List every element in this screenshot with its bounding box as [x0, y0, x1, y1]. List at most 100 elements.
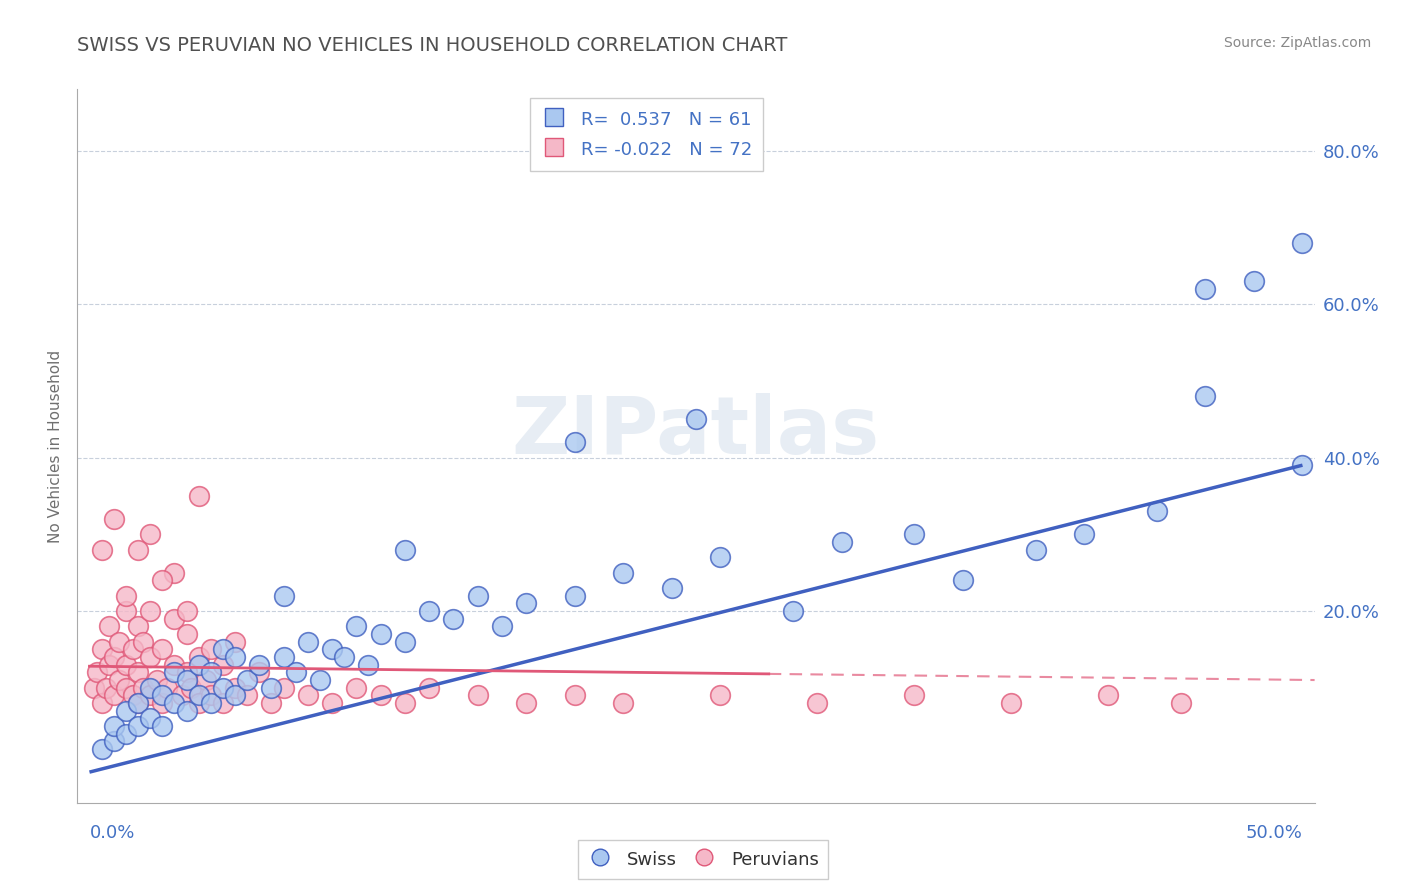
Point [103, 512, 125, 526]
Point [146, 673, 169, 687]
Point [180, 681, 202, 695]
Point [467, 689, 489, 703]
Point [83, 681, 105, 695]
Point [212, 642, 235, 657]
Point [418, 681, 440, 695]
Point [96, 681, 118, 695]
Point [103, 719, 125, 733]
Point [224, 689, 246, 703]
Point [115, 681, 138, 695]
Point [344, 619, 367, 633]
Point [394, 634, 416, 648]
Point [115, 657, 138, 672]
Text: 50.0%: 50.0% [1246, 824, 1302, 842]
Point [212, 696, 235, 710]
Point [612, 696, 634, 710]
Point [661, 581, 683, 595]
Point [212, 657, 235, 672]
Point [903, 689, 925, 703]
Point [150, 696, 173, 710]
Point [163, 612, 186, 626]
Point [187, 696, 209, 710]
Point [515, 596, 537, 610]
Point [139, 711, 162, 725]
Point [1000, 696, 1022, 710]
Point [236, 673, 259, 687]
Point [122, 689, 145, 703]
Point [309, 673, 332, 687]
Point [107, 634, 129, 648]
Point [224, 650, 246, 665]
Point [394, 696, 416, 710]
Point [150, 574, 173, 588]
Point [709, 689, 731, 703]
Point [344, 681, 367, 695]
Point [90, 542, 112, 557]
Text: Source: ZipAtlas.com: Source: ZipAtlas.com [1223, 36, 1371, 50]
Point [247, 657, 270, 672]
Text: SWISS VS PERUVIAN NO VEHICLES IN HOUSEHOLD CORRELATION CHART: SWISS VS PERUVIAN NO VEHICLES IN HOUSEHO… [77, 36, 787, 54]
Point [1097, 689, 1119, 703]
Point [176, 627, 198, 641]
Point [321, 642, 343, 657]
Point [115, 704, 138, 718]
Point [1073, 527, 1095, 541]
Point [187, 657, 209, 672]
Point [90, 742, 112, 756]
Point [139, 527, 162, 541]
Point [90, 696, 112, 710]
Point [103, 650, 125, 665]
Point [176, 673, 198, 687]
Point [612, 566, 634, 580]
Point [163, 696, 186, 710]
Point [170, 689, 193, 703]
Point [441, 612, 464, 626]
Point [284, 665, 307, 680]
Point [709, 550, 731, 565]
Point [564, 689, 586, 703]
Point [86, 665, 108, 680]
Point [260, 696, 283, 710]
Point [156, 681, 179, 695]
Point [1025, 542, 1047, 557]
Point [97, 657, 120, 672]
Point [903, 527, 925, 541]
Point [122, 642, 145, 657]
Point [467, 589, 489, 603]
Point [1291, 235, 1313, 250]
Point [321, 696, 343, 710]
Point [273, 681, 295, 695]
Point [132, 681, 155, 695]
Point [1170, 696, 1192, 710]
Point [127, 619, 149, 633]
Point [139, 689, 162, 703]
Point [127, 696, 149, 710]
Point [163, 665, 186, 680]
Point [1194, 389, 1216, 403]
Point [831, 535, 853, 549]
Point [187, 650, 209, 665]
Point [163, 566, 186, 580]
Point [224, 681, 246, 695]
Point [139, 650, 162, 665]
Point [176, 604, 198, 618]
Point [564, 589, 586, 603]
Point [115, 604, 138, 618]
Point [150, 719, 173, 733]
Point [273, 650, 295, 665]
Point [200, 696, 222, 710]
Point [200, 689, 222, 703]
Point [212, 681, 235, 695]
Point [163, 657, 186, 672]
Point [176, 704, 198, 718]
Point [127, 719, 149, 733]
Point [333, 650, 356, 665]
Point [150, 689, 173, 703]
Point [806, 696, 828, 710]
Point [139, 604, 162, 618]
Point [370, 689, 392, 703]
Point [103, 734, 125, 748]
Point [685, 412, 707, 426]
Point [297, 689, 319, 703]
Point [176, 665, 198, 680]
